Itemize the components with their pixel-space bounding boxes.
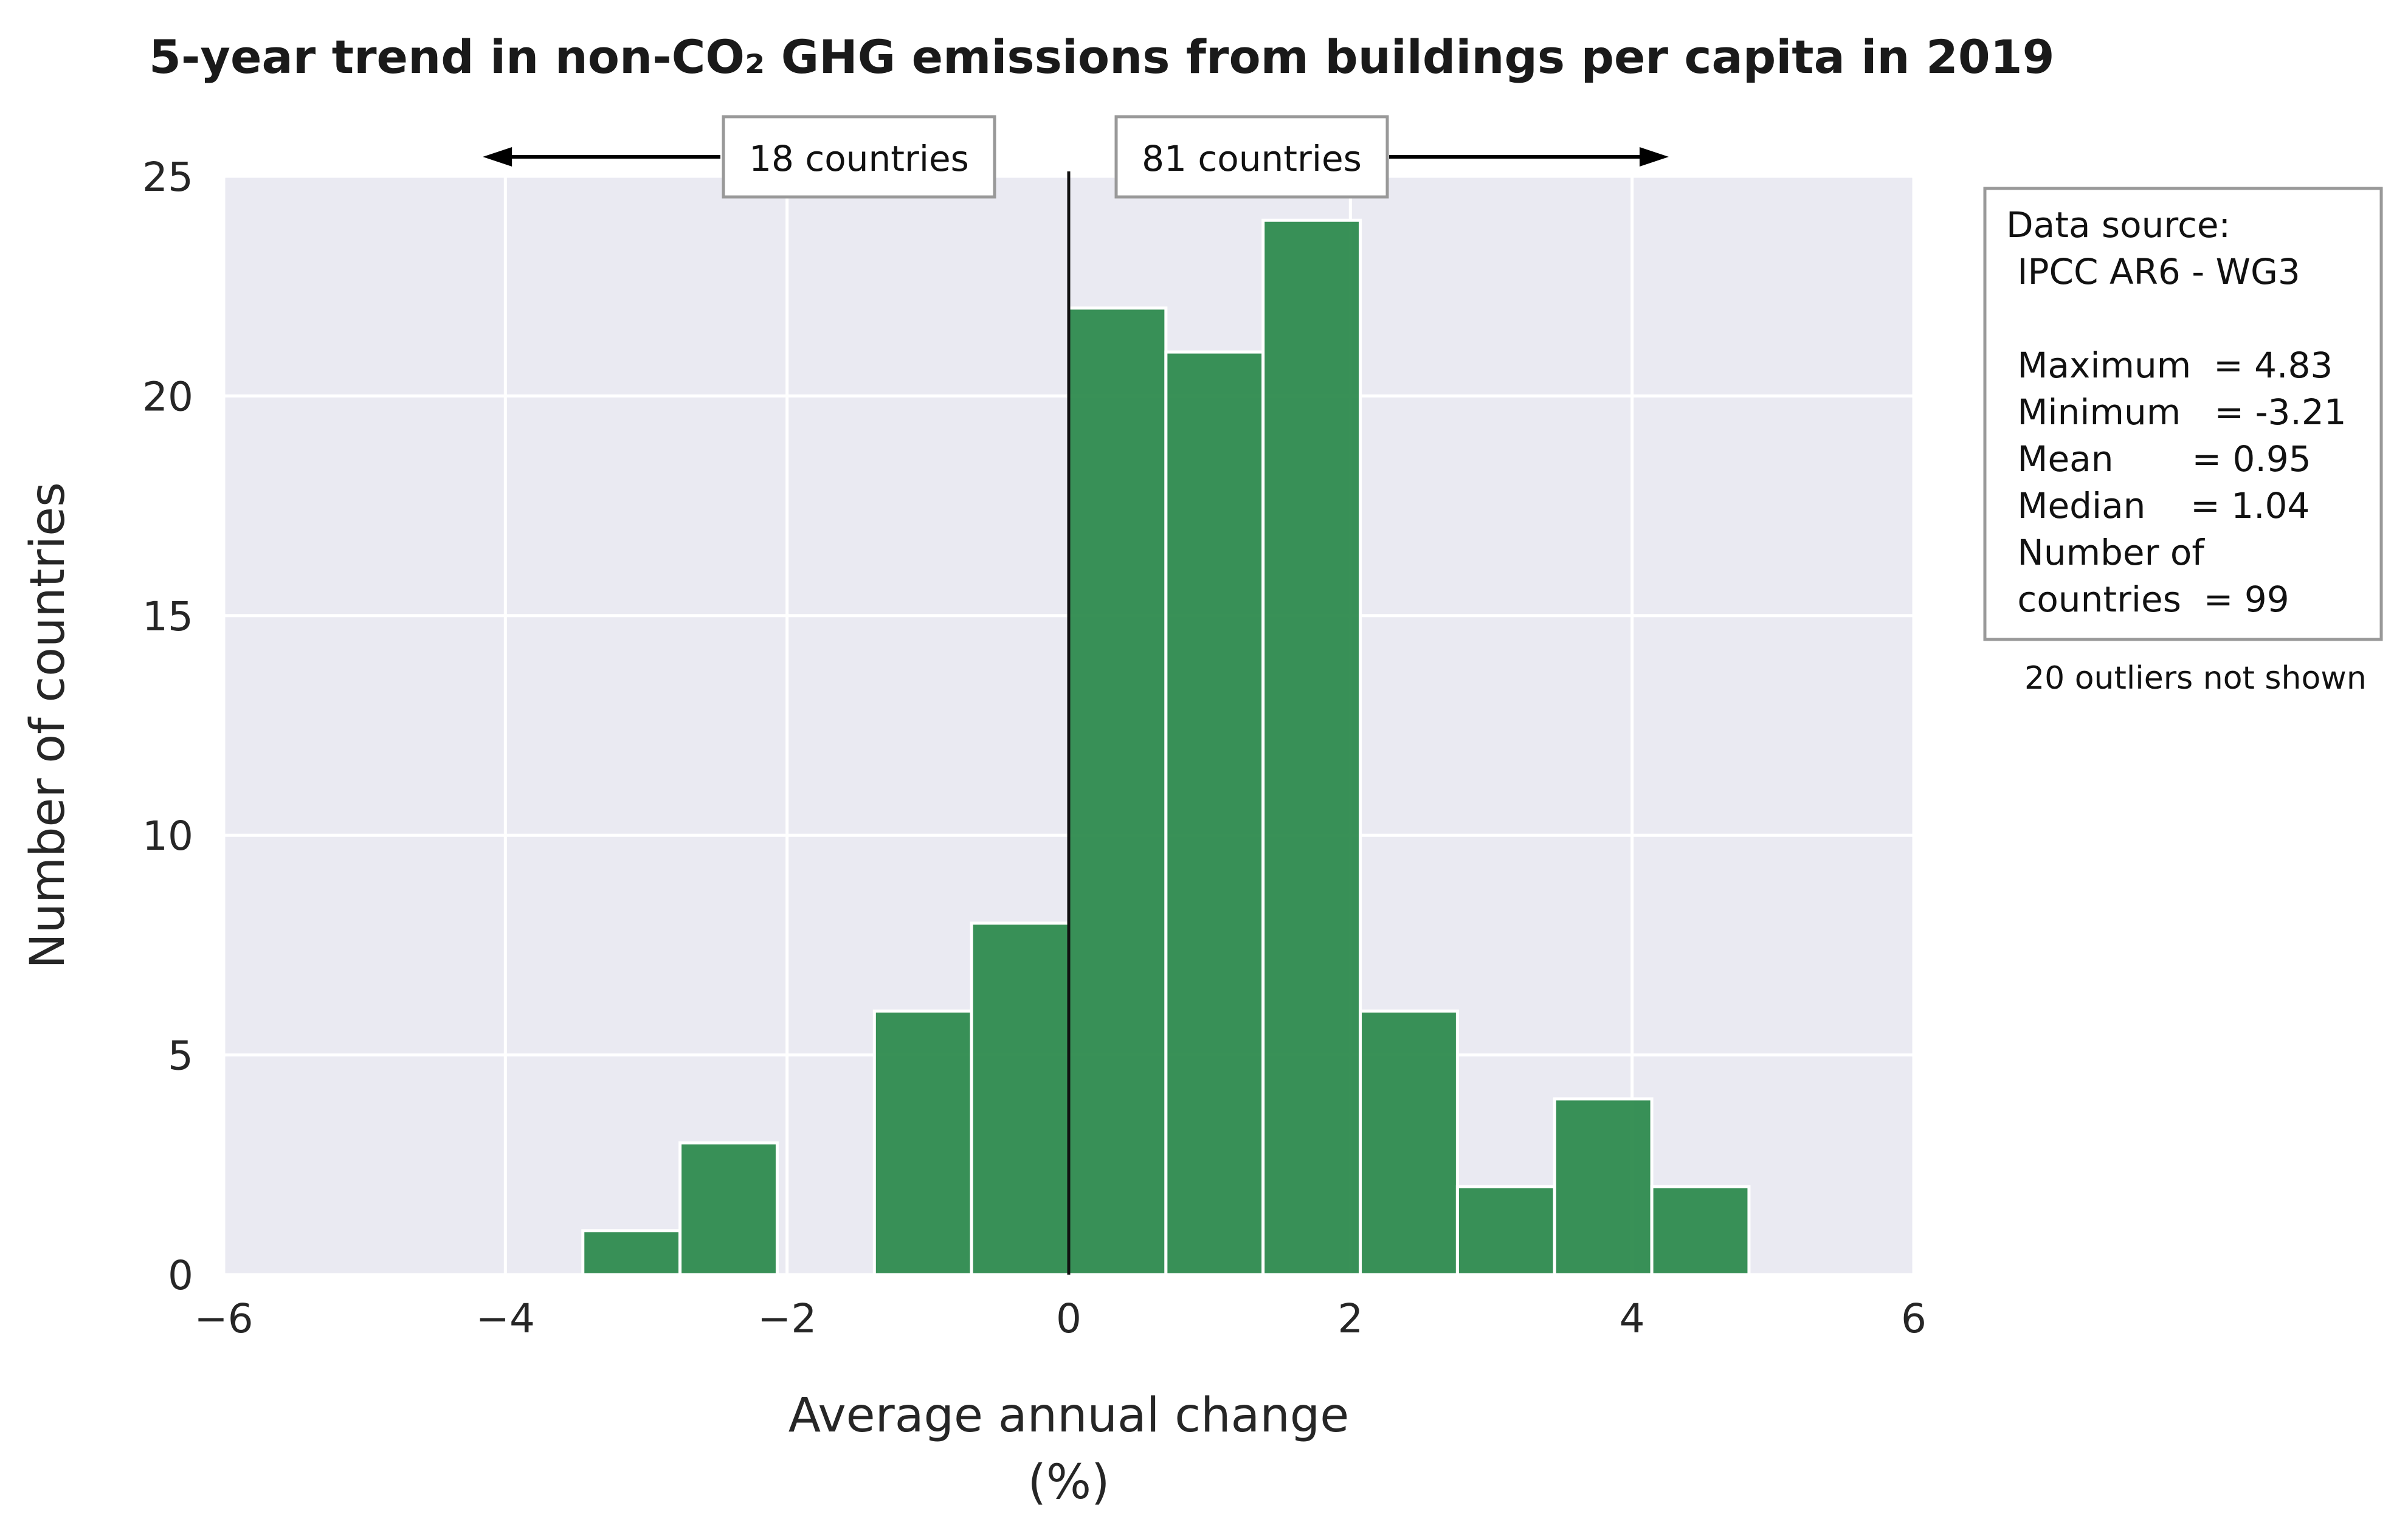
histogram-bar <box>872 1009 973 1276</box>
right-arrow-head <box>1640 147 1669 167</box>
chart-title: 5-year trend in non-CO₂ GHG emissions fr… <box>149 30 2054 84</box>
histogram-bar <box>1553 1097 1654 1276</box>
y-tick-label: 20 <box>142 373 193 420</box>
y-tick-label: 0 <box>168 1252 193 1299</box>
x-tick-label: 6 <box>1901 1295 1927 1342</box>
info-box-line: Number of <box>2006 532 2205 573</box>
histogram-bar <box>1067 306 1168 1276</box>
x-axis-label: Average annual change <box>788 1388 1350 1443</box>
y-tick-label: 10 <box>142 813 193 859</box>
outliers-note: 20 outliers not shown <box>2024 660 2367 697</box>
y-axis-label: Number of countries <box>21 482 75 969</box>
histogram-bar <box>1261 218 1362 1276</box>
x-axis-label-unit: (%) <box>1028 1455 1110 1510</box>
info-box-line: IPCC AR6 - WG3 <box>2006 251 2300 292</box>
right-count-label: 81 countries <box>1142 138 1362 179</box>
x-tick-label: −4 <box>476 1295 535 1342</box>
right-count-box <box>1114 115 1389 199</box>
info-box-line: Mean = 0.95 <box>2006 438 2311 480</box>
left-arrow-head <box>483 147 512 167</box>
left-count-box <box>722 115 996 199</box>
info-box-line: Maximum = 4.83 <box>2006 345 2333 386</box>
histogram-bar <box>1455 1185 1556 1276</box>
info-box-line: Median = 1.04 <box>2006 485 2310 526</box>
histogram-bar <box>1650 1185 1751 1276</box>
x-tick-label: −6 <box>194 1295 253 1342</box>
histogram-bar <box>1164 350 1265 1276</box>
x-tick-label: 4 <box>1620 1295 1645 1342</box>
histogram-bar <box>581 1229 682 1276</box>
histogram-bar <box>1359 1009 1459 1276</box>
histogram-bar <box>678 1141 779 1276</box>
info-box-line: Minimum = -3.21 <box>2006 391 2347 433</box>
info-box-line: Data source: <box>2006 204 2230 246</box>
left-count-label: 18 countries <box>749 138 969 179</box>
y-tick-label: 25 <box>142 154 193 201</box>
x-tick-label: −2 <box>757 1295 816 1342</box>
info-box-line: countries = 99 <box>2006 579 2289 620</box>
info-box <box>1983 187 2383 641</box>
histogram-bar <box>970 921 1071 1276</box>
x-tick-label: 0 <box>1056 1295 1082 1342</box>
x-tick-label: 2 <box>1337 1295 1363 1342</box>
y-tick-label: 15 <box>142 593 193 640</box>
y-tick-label: 5 <box>168 1033 193 1080</box>
